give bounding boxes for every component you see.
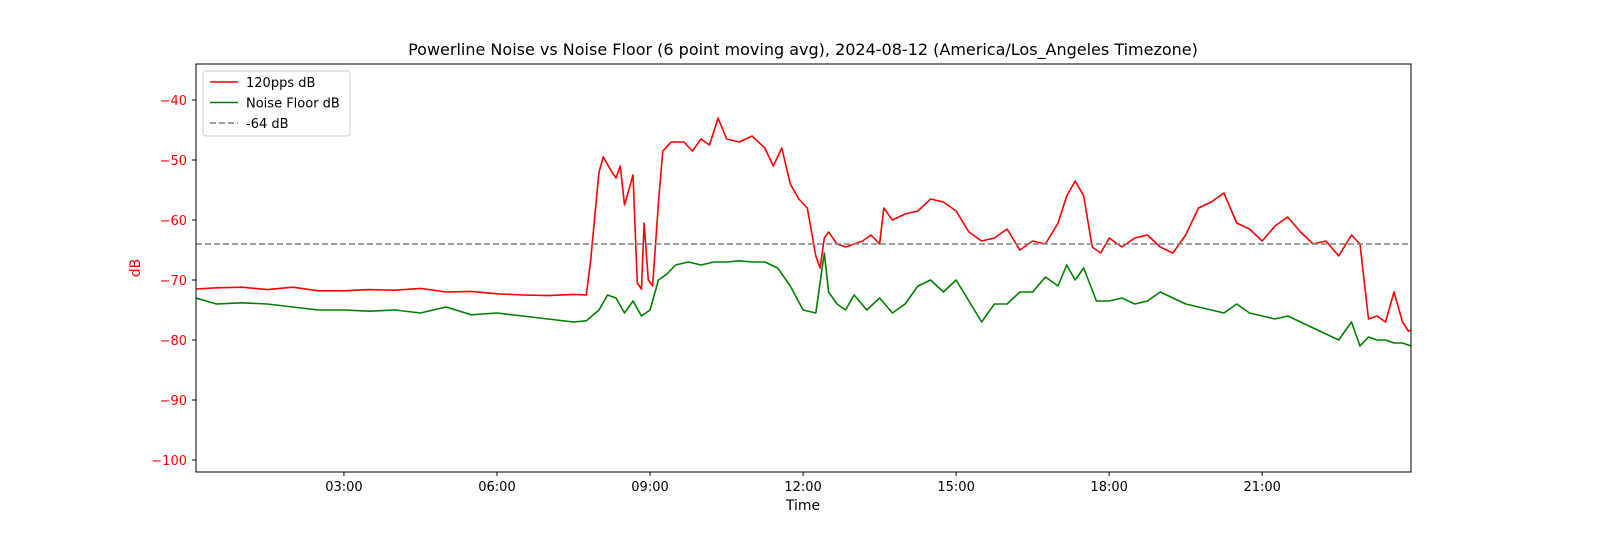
series-line-1: [196, 252, 1411, 347]
y-tick-label: −40: [160, 94, 187, 109]
legend-label: Noise Floor dB: [246, 97, 340, 112]
series-line-0: [196, 117, 1411, 332]
y-tick-label: −80: [160, 334, 187, 349]
x-tick-label: 15:00: [937, 480, 974, 495]
legend-box: [202, 70, 351, 137]
legend-label: -64 dB: [246, 117, 289, 132]
x-tick-label: 06:00: [478, 480, 515, 495]
legend-label: 120pps dB: [246, 76, 315, 91]
y-axis: −40 −50 −60 −70 −80 −90 −100: [151, 94, 196, 469]
x-tick-label: 09:00: [631, 480, 668, 495]
y-tick-label: −90: [160, 394, 187, 409]
chart-title: Powerline Noise vs Noise Floor (6 point …: [408, 40, 1198, 60]
plot-frame: [195, 63, 1412, 473]
legend: 120pps dB Noise Floor dB -64 dB: [202, 70, 351, 137]
y-tick-label: −100: [151, 454, 187, 469]
x-tick-label: 03:00: [325, 480, 362, 495]
x-axis-label: Time: [785, 498, 820, 514]
x-tick-label: 18:00: [1090, 480, 1127, 495]
y-tick-label: −50: [160, 154, 187, 169]
x-tick-label: 12:00: [784, 480, 821, 495]
y-axis-label: dB: [128, 259, 144, 278]
y-tick-label: −70: [160, 274, 187, 289]
y-tick-label: −60: [160, 214, 187, 229]
x-tick-label: 21:00: [1243, 480, 1280, 495]
plot-area: [196, 117, 1411, 347]
x-axis: 03:00 06:00 09:00 12:00 15:00 18:00 21:00: [325, 472, 1281, 495]
